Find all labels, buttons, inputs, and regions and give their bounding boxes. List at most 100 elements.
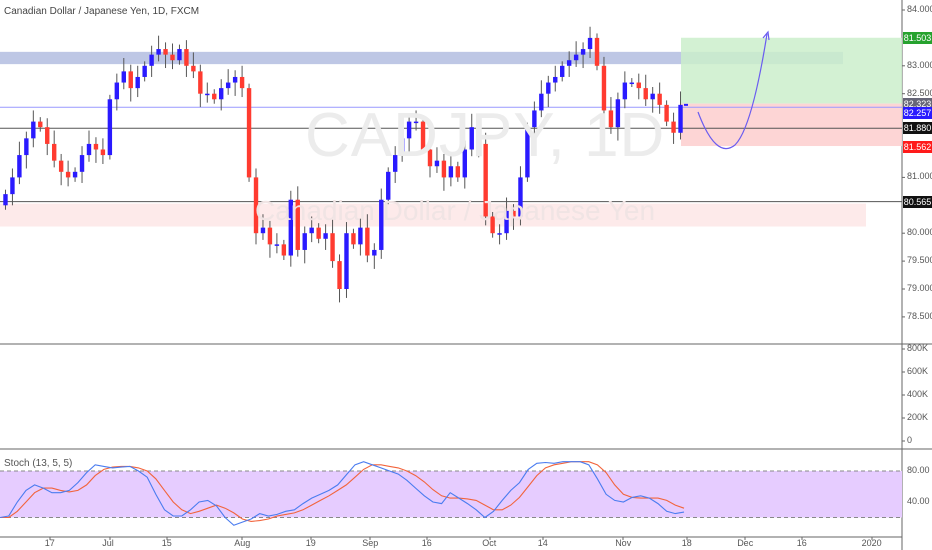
candle — [239, 65, 245, 98]
candle — [260, 214, 266, 240]
candle — [45, 118, 50, 156]
candle — [392, 146, 398, 183]
candle-body — [455, 166, 461, 178]
candle — [212, 89, 217, 104]
candle-body — [302, 233, 307, 250]
price-label: 82.257 — [903, 107, 932, 120]
watermark-name: Canadian Dollar / Japanese Yen — [255, 195, 656, 226]
candle-body — [573, 54, 579, 61]
time-tick: Jul — [102, 538, 114, 548]
candle — [156, 35, 161, 62]
candle-body — [225, 82, 231, 89]
price-label: 81.562 — [903, 141, 932, 153]
candle — [170, 43, 175, 70]
candle-body — [629, 82, 635, 85]
candle-body — [323, 233, 328, 239]
price-tick: 81.000 — [907, 171, 932, 182]
time-tick: Sep — [362, 538, 379, 548]
candle-body — [344, 233, 349, 289]
candle-body — [239, 76, 245, 89]
candle — [253, 168, 259, 245]
time-tick: Dec — [737, 538, 754, 548]
candle-body — [121, 71, 126, 83]
candle — [316, 223, 321, 244]
price-tick: 80.000 — [907, 227, 932, 238]
candle-body — [372, 249, 377, 256]
candle — [539, 80, 544, 118]
candle — [448, 155, 454, 187]
candle-body — [219, 88, 224, 100]
candle-body — [657, 93, 662, 105]
candle — [121, 57, 126, 90]
candle — [580, 42, 586, 69]
candle — [497, 224, 502, 245]
candle — [135, 65, 140, 98]
candle — [629, 78, 635, 88]
candle-body — [413, 121, 419, 124]
candle — [51, 130, 57, 168]
candle — [427, 140, 433, 178]
candle — [288, 190, 294, 267]
candle — [664, 100, 669, 127]
candle — [86, 130, 92, 162]
candle-body — [532, 110, 537, 128]
candle — [65, 160, 71, 187]
price-tick: 83.000 — [907, 59, 932, 70]
candle-body — [267, 227, 273, 245]
candle — [225, 69, 231, 95]
candle-body — [622, 82, 628, 100]
stoch-band — [0, 471, 902, 518]
candle — [323, 224, 328, 250]
watermark-symbol: CADJPY, 1D — [305, 101, 666, 170]
candle-body — [678, 104, 683, 133]
candle-body — [601, 65, 607, 111]
candle-body — [149, 54, 154, 66]
candle — [58, 153, 64, 186]
time-tick: 2020 — [861, 538, 882, 548]
candle — [379, 188, 384, 259]
candle — [434, 147, 440, 173]
stop-zone — [681, 103, 902, 147]
candle-body — [58, 160, 64, 172]
candle — [93, 137, 99, 163]
candle-body — [51, 143, 57, 161]
candle — [490, 211, 495, 238]
price-tick: 82.500 — [907, 87, 932, 98]
resistance-zone — [0, 51, 843, 65]
candle — [406, 114, 412, 152]
time-tick: 14 — [537, 538, 548, 548]
candle — [142, 61, 147, 82]
candle-body — [650, 93, 655, 100]
candle — [267, 220, 273, 258]
candle-body — [483, 143, 488, 217]
candle — [17, 141, 22, 185]
price-label: 82.323 — [903, 97, 932, 110]
candle-body — [316, 227, 321, 239]
price-label: 80.565 — [903, 195, 932, 208]
candle — [10, 168, 15, 206]
stoch-k-line — [0, 461, 685, 526]
candle-body — [580, 49, 586, 55]
candle-body — [260, 227, 266, 234]
candle — [3, 189, 8, 210]
candle-body — [448, 166, 454, 178]
candle-body — [114, 82, 120, 100]
candle — [587, 26, 593, 58]
candle — [330, 219, 335, 268]
candle-body — [246, 88, 252, 178]
candle-body — [128, 71, 133, 89]
candle — [302, 226, 307, 264]
projection-curve — [697, 33, 768, 150]
time-tick: Aug — [234, 538, 251, 548]
candle-body — [560, 65, 565, 77]
candle-body — [636, 82, 641, 89]
candle-body — [504, 210, 509, 234]
candle-body — [163, 49, 168, 55]
candle-body — [10, 177, 15, 195]
candle — [24, 131, 29, 169]
stoch-title[interactable]: Stoch (13, 5, 5) — [4, 458, 73, 469]
candle-body — [441, 160, 447, 178]
price-label: 81.880 — [903, 122, 932, 135]
